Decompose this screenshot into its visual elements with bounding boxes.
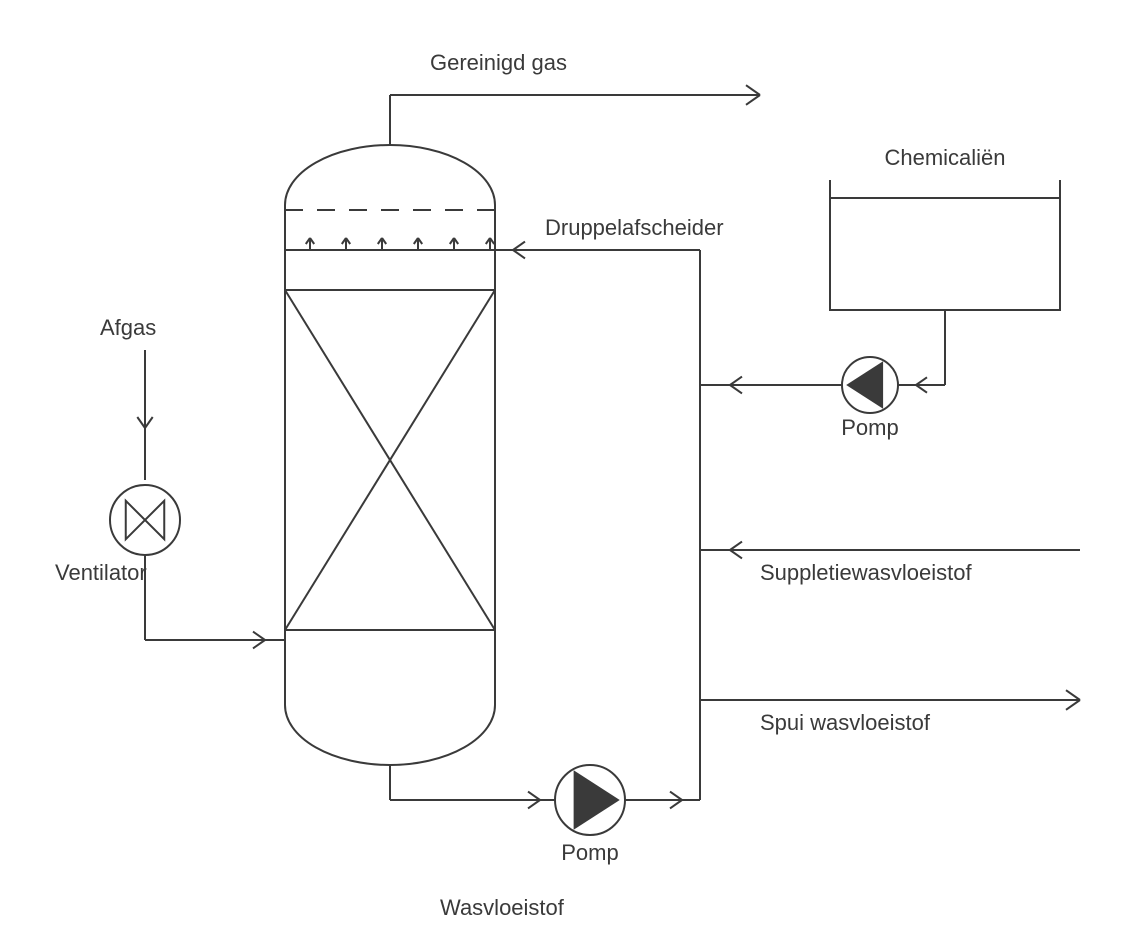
label-gereinigd_gas: Gereinigd gas (430, 50, 567, 75)
pump-right-arrow (846, 361, 883, 409)
pump-bottom-arrow (574, 770, 620, 830)
ventilator-bowtie (126, 501, 165, 540)
label-ventilator: Ventilator (55, 560, 147, 585)
process-flow-diagram: Afgas Ventilator Gereinigd gas Druppelafsch… (0, 0, 1122, 948)
label-afgas: Afgas (100, 315, 156, 340)
chemicals-tank (830, 180, 1060, 310)
label-pomp_bottom: Pomp (561, 840, 618, 865)
label-chemicalien: Chemicaliën (884, 145, 1005, 170)
scrubber-column (285, 145, 495, 765)
label-suppletie: Suppletiewasvloeistof (760, 560, 972, 585)
label-wasvloeistof: Wasvloeistof (440, 895, 565, 920)
label-pomp_right: Pomp (841, 415, 898, 440)
label-druppelafscheider: Druppelafscheider (545, 215, 724, 240)
label-spui: Spui wasvloeistof (760, 710, 931, 735)
